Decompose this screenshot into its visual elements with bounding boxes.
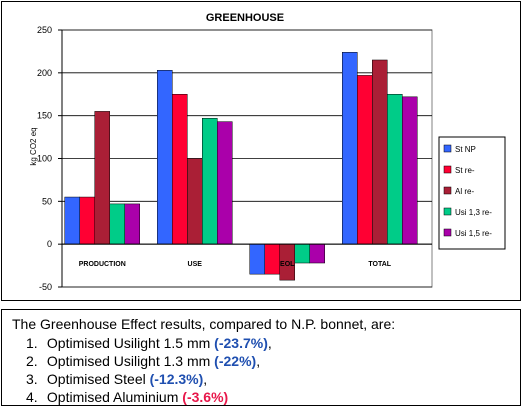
item-number: 3. — [26, 371, 38, 387]
y-tick-label: 100 — [37, 154, 52, 164]
legend-swatch — [443, 186, 452, 195]
bar — [124, 203, 140, 245]
bar — [372, 59, 388, 245]
chart-title: GREENHOUSE — [206, 12, 284, 24]
y-axis-label: kg CO2 eq — [29, 127, 38, 165]
summary-panel: The Greenhouse Effect results, compared … — [1, 309, 521, 406]
y-tick-label: 0 — [47, 239, 52, 249]
item-percent: (-23.7%) — [214, 335, 268, 351]
y-tick-label: -50 — [39, 282, 52, 292]
legend-label: Usi 1,3 re- — [455, 208, 492, 217]
bar — [342, 52, 358, 245]
bar — [402, 96, 418, 245]
item-label: Optimised Usilight 1.3 mm — [46, 353, 215, 369]
y-tick-label: 50 — [42, 196, 52, 206]
x-tick-label: PRODUCTION — [79, 261, 126, 268]
bar — [109, 203, 125, 245]
bar — [187, 158, 203, 245]
item-label: Optimised Usilight 1.5 mm — [46, 335, 215, 351]
greenhouse-chart: -50 0 50 100 150 200 250 kg CO2 eq GREENHOUSE PRO… — [29, 12, 506, 292]
legend-label: Al re- — [455, 187, 474, 196]
legend-label: St re- — [455, 166, 475, 175]
y-tick-label: 150 — [37, 111, 52, 121]
summary-item: 1. Optimised Usilight 1.5 mm (-23.7%), — [26, 335, 520, 352]
item-percent: (-12.3%) — [149, 371, 204, 387]
item-number: 4. — [26, 389, 38, 405]
x-tick-label: TOTAL — [368, 261, 391, 268]
bar — [264, 243, 280, 275]
chart-panel: -50 0 50 100 150 200 250 kg CO2 eq GREENHOUSE PRO… — [1, 1, 521, 301]
bar — [309, 243, 325, 264]
bar — [172, 94, 188, 245]
item-number: 1. — [26, 335, 38, 351]
summary-item: 4. Optimised Aluminium (-3.6%) — [26, 389, 520, 406]
summary-item: 2. Optimised Usilight 1.3 mm (-22%), — [26, 353, 520, 370]
item-tail: , — [267, 335, 272, 351]
item-label: Optimised Aluminium — [46, 389, 183, 405]
item-tail: , — [203, 371, 208, 387]
item-percent: (-3.6%) — [182, 389, 229, 405]
legend-swatch — [443, 165, 452, 174]
item-percent: (-22%) — [214, 353, 257, 369]
summary-intro: The Greenhouse Effect results, compared … — [12, 316, 396, 332]
bar — [249, 243, 265, 275]
bar — [294, 243, 310, 264]
item-label: Optimised Steel — [46, 371, 150, 387]
bar — [64, 196, 80, 245]
bar — [217, 121, 233, 245]
y-tick-label: 250 — [37, 25, 52, 35]
bar — [94, 111, 110, 245]
x-tick-label: USE — [188, 261, 203, 268]
legend-swatch — [443, 228, 452, 237]
bar — [387, 94, 403, 245]
legend-swatch — [443, 207, 452, 216]
item-tail: , — [256, 353, 261, 369]
bar — [157, 70, 173, 245]
legend-swatch — [443, 144, 452, 153]
bar — [79, 196, 95, 245]
bar — [202, 117, 218, 245]
item-number: 2. — [26, 353, 38, 369]
bar — [357, 75, 373, 245]
legend-label: St NP — [455, 145, 476, 154]
y-tick-label: 200 — [37, 68, 52, 78]
legend-label: Usi 1,5 re- — [455, 229, 492, 238]
summary-item: 3. Optimised Steel (-12.3%), — [26, 371, 520, 388]
x-tick-label: EOL — [280, 261, 295, 268]
